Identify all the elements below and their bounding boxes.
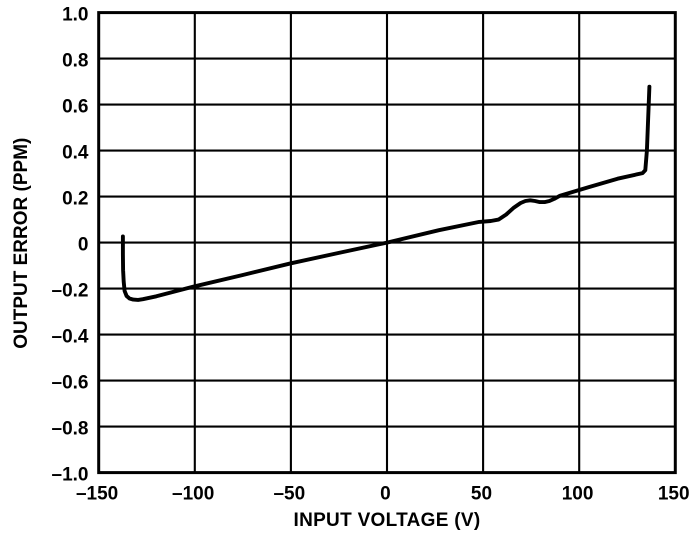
svg-text:50: 50 [471, 484, 492, 505]
svg-text:0.6: 0.6 [62, 97, 88, 118]
svg-text:–100: –100 [172, 484, 214, 505]
svg-text:–1.0: –1.0 [52, 465, 89, 486]
svg-text:–150: –150 [76, 484, 118, 505]
svg-text:0: 0 [78, 235, 89, 256]
svg-text:–0.6: –0.6 [52, 373, 89, 394]
svg-text:–0.8: –0.8 [52, 419, 89, 440]
svg-text:0.2: 0.2 [62, 189, 88, 210]
svg-text:–0.4: –0.4 [52, 327, 89, 348]
svg-text:150: 150 [658, 484, 690, 505]
svg-text:0: 0 [380, 484, 391, 505]
svg-text:INPUT VOLTAGE (V): INPUT VOLTAGE (V) [293, 510, 480, 531]
svg-text:0.4: 0.4 [62, 143, 89, 164]
svg-text:1.0: 1.0 [62, 5, 88, 26]
svg-text:OUTPUT ERROR (PPM): OUTPUT ERROR (PPM) [11, 138, 32, 349]
svg-text:–50: –50 [273, 484, 305, 505]
svg-text:–0.2: –0.2 [52, 281, 89, 302]
svg-text:100: 100 [562, 484, 594, 505]
svg-text:0.8: 0.8 [62, 51, 88, 72]
